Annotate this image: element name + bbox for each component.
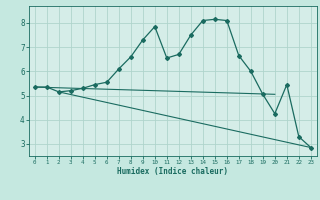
X-axis label: Humidex (Indice chaleur): Humidex (Indice chaleur) [117, 167, 228, 176]
